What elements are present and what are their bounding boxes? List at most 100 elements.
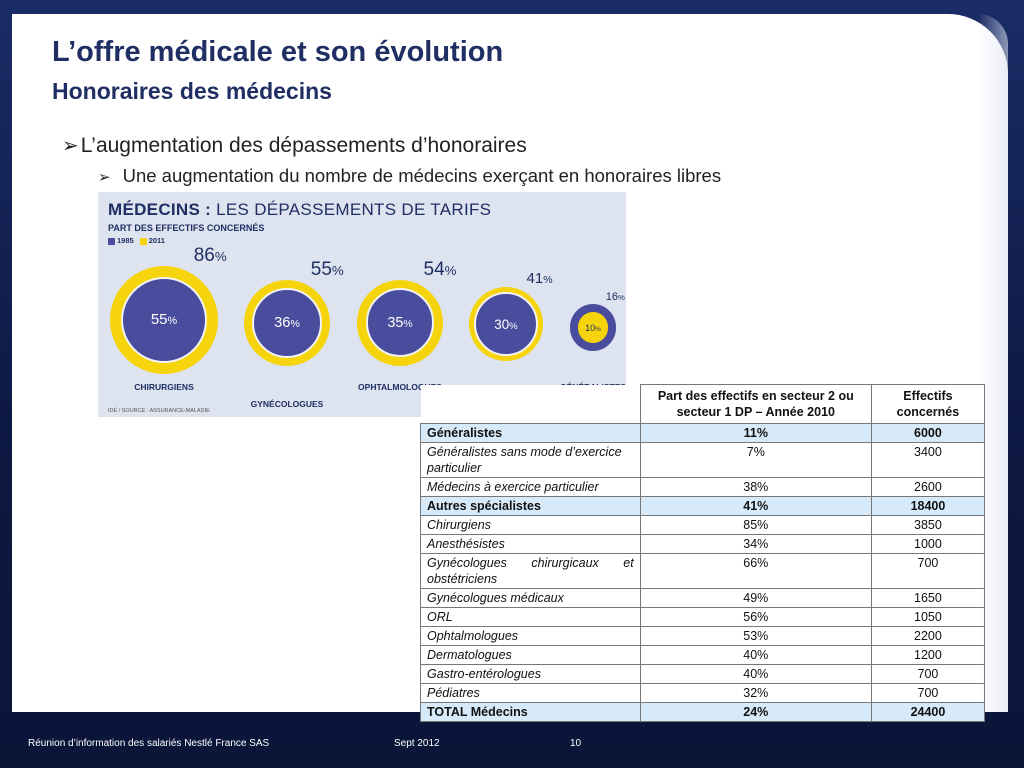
arrow-bullet-icon: ➢ bbox=[62, 135, 79, 157]
row-label: ORL bbox=[420, 607, 641, 627]
value-1985-label: 35% bbox=[387, 315, 412, 331]
value-1985-label: 55% bbox=[151, 311, 177, 328]
row-label: Dermatologues bbox=[420, 645, 641, 665]
row-effectifs: 1650 bbox=[870, 588, 986, 608]
row-part: 66% bbox=[639, 553, 872, 589]
row-effectifs: 700 bbox=[870, 553, 986, 589]
category-label: CHIRURGIENS bbox=[134, 382, 194, 392]
value-2011-number: 41 bbox=[526, 269, 544, 287]
pct-sign: % bbox=[214, 249, 227, 264]
infographic-title: MÉDECINS : LES DÉPASSEMENTS DE TARIFS bbox=[108, 200, 491, 220]
bullet-level1: ➢L’augmentation des dépassements d’honor… bbox=[62, 133, 527, 158]
row-part: 85% bbox=[639, 515, 872, 535]
table-row: Généralistes sans mode d’exercice partic… bbox=[420, 442, 986, 478]
footer-page-number: 10 bbox=[570, 738, 582, 749]
pct-sign: % bbox=[595, 325, 601, 333]
table-row: Dermatologues 40% 1200 bbox=[420, 645, 986, 665]
row-part: 40% bbox=[639, 664, 872, 684]
table-row: Médecins à exercice particulier 38% 2600 bbox=[420, 477, 986, 497]
table-row: ORL 56% 1050 bbox=[420, 607, 986, 627]
value-2011-number: 55 bbox=[310, 258, 332, 280]
pct-sign: % bbox=[403, 318, 413, 330]
row-effectifs: 1200 bbox=[870, 645, 986, 665]
row-label: Gastro-entérologues bbox=[420, 664, 641, 684]
infographic-source: IDÉ / SOURCE : ASSURANCE-MALADIE bbox=[108, 408, 210, 414]
legend-swatch bbox=[139, 237, 147, 245]
row-label: TOTAL Médecins bbox=[420, 702, 641, 722]
row-part: 56% bbox=[639, 607, 872, 627]
bubble-1985: 36% bbox=[252, 287, 322, 358]
value-1985-number: 35 bbox=[387, 314, 404, 331]
row-part: 41% bbox=[639, 496, 872, 516]
bullet-level2: ➢ Une augmentation du nombre de médecins … bbox=[98, 165, 721, 187]
row-label: Pédiatres bbox=[420, 683, 641, 703]
pct-sign: % bbox=[543, 273, 553, 286]
value-1985-number: 10 bbox=[585, 322, 596, 333]
value-2011-number: 86 bbox=[193, 245, 215, 266]
row-label: Généralistes bbox=[420, 423, 641, 443]
category-label: GYNÉCOLOGUES bbox=[250, 399, 324, 409]
row-effectifs: 700 bbox=[870, 664, 986, 684]
bubble-1985: 55% bbox=[120, 276, 208, 364]
value-1985-number: 30 bbox=[494, 316, 510, 332]
table-row: Gynécologues médicaux 49% 1650 bbox=[420, 588, 986, 608]
row-part: 40% bbox=[639, 645, 872, 665]
table-row: Gynécologues chirurgicaux et obstétricie… bbox=[420, 553, 986, 589]
footer-left: Réunion d’information des salariés Nestl… bbox=[28, 738, 270, 749]
row-part: 11% bbox=[639, 423, 872, 443]
table-row: Chirurgiens 85% 3850 bbox=[420, 515, 986, 535]
row-effectifs: 3400 bbox=[870, 442, 986, 478]
row-effectifs: 18400 bbox=[870, 496, 986, 516]
table-row: Autres spécialistes 41% 18400 bbox=[420, 496, 986, 516]
table-header-row: Part des effectifs en secteur 2 ou secte… bbox=[420, 384, 986, 424]
row-effectifs: 700 bbox=[870, 683, 986, 703]
bubble-1985: 35% bbox=[365, 288, 435, 358]
row-part: 53% bbox=[639, 626, 872, 646]
table-body: Généralistes 11% 6000 Généralistes sans mod… bbox=[420, 423, 986, 722]
infographic-title-bold: MÉDECINS : bbox=[108, 200, 212, 219]
row-label: Chirurgiens bbox=[420, 515, 641, 535]
bullet-level2-text: Une augmentation du nombre de médecins e… bbox=[122, 165, 722, 186]
row-label: Ophtalmologues bbox=[420, 626, 641, 646]
infographic: MÉDECINS : LES DÉPASSEMENTS DE TARIFS PA… bbox=[98, 192, 626, 417]
row-effectifs: 3850 bbox=[870, 515, 986, 535]
value-2011-number: 54 bbox=[423, 259, 445, 280]
value-1985-number: 36 bbox=[274, 314, 291, 331]
slide-title: L’offre médicale et son évolution bbox=[52, 36, 504, 68]
legend-label: 2011 bbox=[148, 236, 165, 245]
table-row: Généralistes 11% 6000 bbox=[420, 423, 986, 443]
table-row: Ophtalmologues 53% 2200 bbox=[420, 626, 986, 646]
row-part: 49% bbox=[639, 588, 872, 608]
row-effectifs: 2200 bbox=[870, 626, 986, 646]
arrow-bullet-icon: ➢ bbox=[98, 169, 111, 186]
pct-sign: % bbox=[618, 293, 625, 303]
legend-swatch bbox=[108, 237, 115, 245]
bubble-1985: 30% bbox=[474, 292, 538, 357]
legend-item-2011: 2011 bbox=[139, 236, 165, 245]
table-header-effectifs: Effectifs concernés bbox=[870, 384, 986, 424]
pct-sign: % bbox=[290, 317, 300, 330]
legend-item-1985: 1985 bbox=[108, 236, 134, 245]
bullet-level1-text: L’augmentation des dépassements d’honora… bbox=[80, 134, 527, 157]
row-effectifs: 2600 bbox=[870, 477, 986, 497]
row-part: 34% bbox=[639, 534, 872, 554]
footer-date: Sept 2012 bbox=[394, 738, 440, 749]
pct-sign: % bbox=[444, 263, 457, 278]
row-effectifs: 1050 bbox=[870, 607, 986, 627]
legend-label: 1985 bbox=[117, 236, 134, 245]
legend: 1985 2011 bbox=[108, 236, 165, 245]
row-part: 32% bbox=[639, 683, 872, 703]
fees-table: Part des effectifs en secteur 2 ou secte… bbox=[420, 384, 986, 722]
row-label: Gynécologues chirurgicaux et obstétricie… bbox=[420, 553, 641, 589]
infographic-subtitle: PART DES EFFECTIFS CONCERNÉS bbox=[108, 223, 265, 233]
value-1985-label: 10% bbox=[585, 323, 601, 333]
table-header-part: Part des effectifs en secteur 2 ou secte… bbox=[639, 384, 872, 424]
value-1985-label: 36% bbox=[274, 315, 300, 331]
value-1985-label: 30% bbox=[494, 317, 517, 332]
value-2011-label: 41% bbox=[527, 270, 553, 287]
slide-subtitle: Honoraires des médecins bbox=[52, 78, 332, 104]
pct-sign: % bbox=[509, 320, 518, 332]
infographic-title-rest: LES DÉPASSEMENTS DE TARIFS bbox=[211, 200, 492, 219]
table-row: Gastro-entérologues 40% 700 bbox=[420, 664, 986, 684]
category-label: OPHTALMOLOGUES bbox=[358, 382, 442, 392]
